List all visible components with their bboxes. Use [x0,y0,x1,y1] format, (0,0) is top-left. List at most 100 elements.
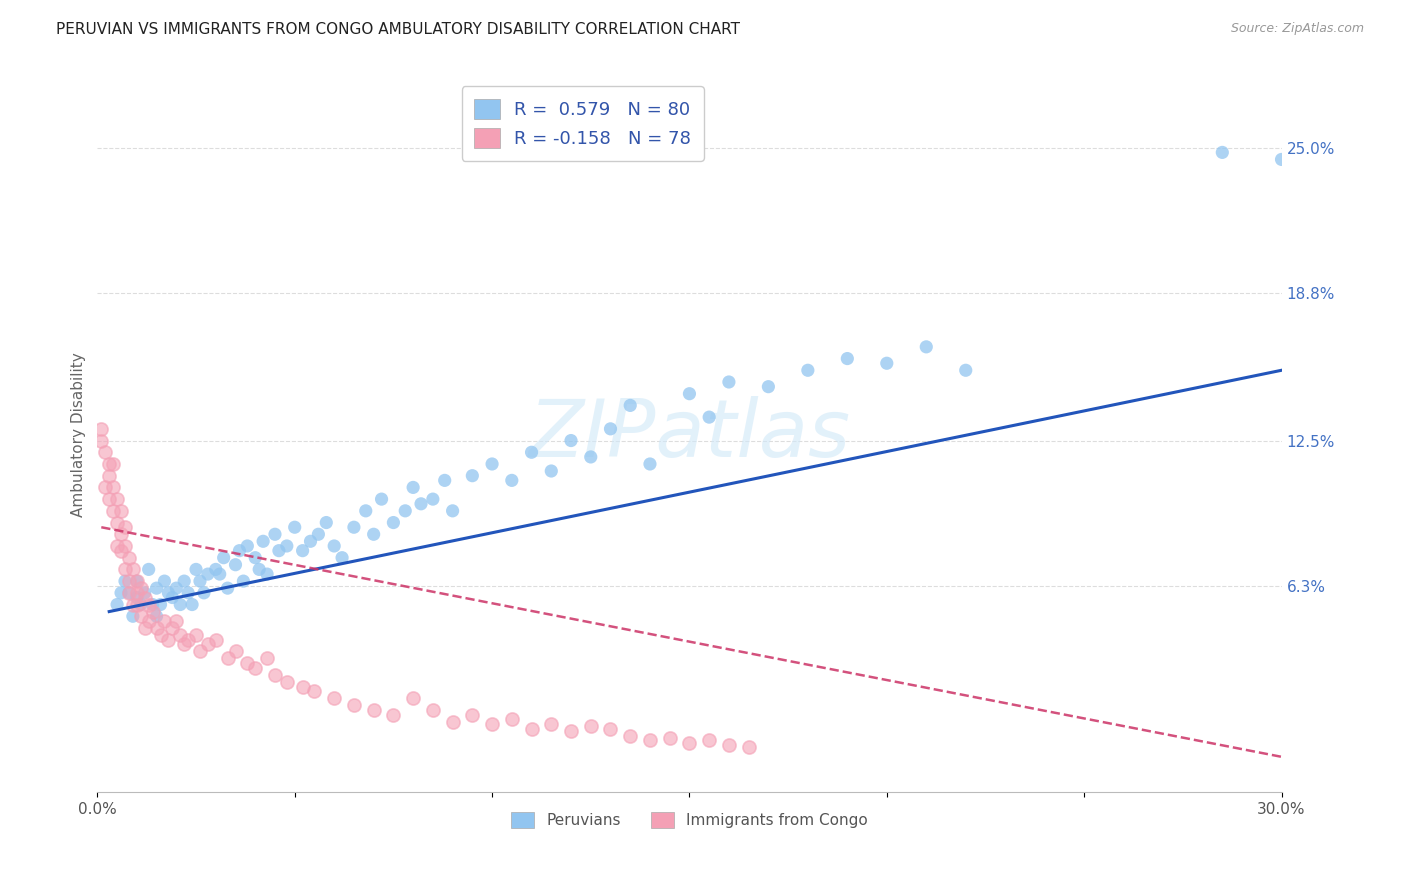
Point [122,598,145,612]
Point [540,717,562,731]
Point [433,474,456,488]
Point [236,656,259,670]
Point [394,504,416,518]
Point [118,574,141,588]
Point [169,598,191,612]
Point [125,586,148,600]
Point [138,614,160,628]
Point [267,543,290,558]
Point [142,605,165,619]
Point [697,410,720,425]
Point [122,562,145,576]
Point [658,731,681,745]
Point [247,562,270,576]
Point [134,586,156,600]
Point [276,539,298,553]
Point [520,445,543,459]
Point [153,614,176,628]
Point [105,598,128,612]
Point [461,468,484,483]
Point [114,574,136,588]
Point [110,543,132,558]
Point [217,651,239,665]
Point [157,632,180,647]
Point [173,574,195,588]
Point [193,586,215,600]
Point [114,520,136,534]
Point [188,644,211,658]
Point [236,539,259,553]
Point [118,586,141,600]
Point [343,520,366,534]
Point [138,598,160,612]
Point [678,386,700,401]
Point [291,680,314,694]
Text: ZIPatlas: ZIPatlas [529,396,851,474]
Point [915,340,938,354]
Legend: Peruvians, Immigrants from Congo: Peruvians, Immigrants from Congo [505,806,875,834]
Point [264,668,287,682]
Point [125,598,148,612]
Point [162,591,184,605]
Point [1270,153,1292,167]
Point [579,450,602,464]
Point [284,520,307,534]
Point [232,574,254,588]
Point [165,614,187,628]
Point [142,598,165,612]
Text: Source: ZipAtlas.com: Source: ZipAtlas.com [1230,22,1364,36]
Point [105,516,128,530]
Point [245,661,267,675]
Point [101,504,124,518]
Point [98,468,121,483]
Point [697,733,720,747]
Point [256,651,278,665]
Point [177,586,200,600]
Point [129,598,152,612]
Point [599,422,621,436]
Point [145,621,167,635]
Point [138,562,160,576]
Point [343,698,366,713]
Point [758,379,780,393]
Point [461,707,484,722]
Point [90,422,112,436]
Point [118,586,141,600]
Point [98,492,121,507]
Point [540,464,562,478]
Point [125,574,148,588]
Point [579,719,602,733]
Point [114,562,136,576]
Point [173,637,195,651]
Point [208,567,231,582]
Point [101,457,124,471]
Point [717,375,740,389]
Point [245,550,267,565]
Point [149,598,172,612]
Point [224,644,246,658]
Point [165,581,187,595]
Point [402,691,425,706]
Point [114,539,136,553]
Point [315,516,337,530]
Point [481,717,503,731]
Point [638,733,661,747]
Point [737,740,759,755]
Point [797,363,820,377]
Point [599,722,621,736]
Point [184,628,207,642]
Point [323,539,346,553]
Point [129,581,152,595]
Point [422,703,444,717]
Point [181,598,204,612]
Point [363,703,385,717]
Point [252,534,274,549]
Point [441,504,464,518]
Point [184,562,207,576]
Point [204,632,226,647]
Point [177,632,200,647]
Point [481,457,503,471]
Point [94,480,117,494]
Point [304,684,326,698]
Point [118,550,141,565]
